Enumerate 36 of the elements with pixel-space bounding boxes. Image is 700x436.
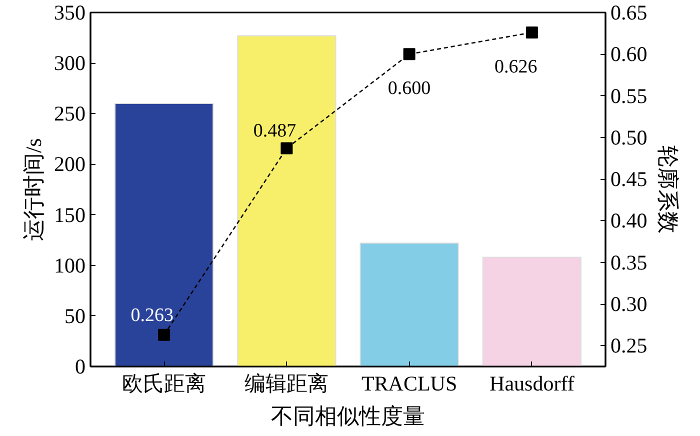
x-tick-label: 欧氏距离 [122, 372, 206, 396]
data-label: 0.626 [494, 56, 538, 78]
y2-tick-label: 0.40 [610, 208, 648, 233]
y2-tick-label: 0.25 [610, 334, 648, 358]
bar [482, 256, 582, 366]
data-label: 0.263 [130, 304, 174, 326]
y-tick-label: 150 [54, 202, 86, 227]
y-tick-label: 250 [54, 102, 86, 126]
point [280, 142, 293, 154]
y2-axis-title: 轮廓系数 [655, 146, 680, 234]
data-label: 0.600 [388, 78, 431, 100]
y-tick-label: 300 [54, 51, 86, 76]
y-tick-label: 350 [54, 0, 86, 24]
y2-tick-label: 0.50 [610, 125, 648, 150]
bar [237, 35, 336, 366]
x-tick-label: 编辑距离 [244, 372, 329, 396]
y-axis-title: 运行时间/s [21, 138, 46, 241]
y2-tick-label: 0.60 [610, 42, 648, 66]
y2-tick-label: 0.45 [610, 167, 648, 192]
y-tick-label: 200 [54, 152, 86, 176]
x-tick-label: TRACLUS [361, 372, 458, 396]
y-tick-label: 100 [54, 253, 86, 278]
point [403, 48, 416, 60]
x-tick-label: Hausdorff [490, 372, 574, 396]
y2-tick-label: 0.30 [610, 292, 648, 316]
y2-tick-label: 0.65 [610, 0, 648, 24]
y2-tick-label: 0.55 [610, 84, 648, 108]
y-tick-label: 0 [75, 354, 86, 378]
point [158, 328, 170, 341]
data-label: 0.487 [253, 120, 296, 142]
bar [360, 242, 459, 366]
y-tick-label: 50 [64, 304, 86, 328]
point [526, 26, 538, 38]
y2-tick-label: 0.35 [610, 250, 648, 274]
x-axis-title: 不同相似性度量 [271, 404, 425, 428]
bar [114, 103, 214, 366]
